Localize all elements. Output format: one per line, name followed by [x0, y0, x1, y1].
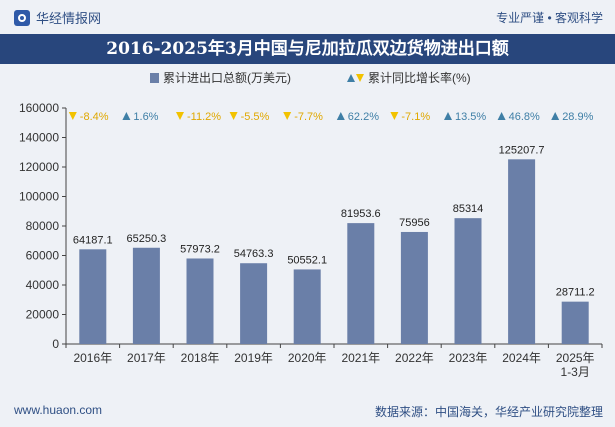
- legend-up-icon: [347, 74, 355, 82]
- y-tick-label: 140000: [19, 131, 59, 145]
- x-tick-label: 1-3月: [561, 365, 590, 379]
- bar-value-label: 85314: [453, 203, 484, 215]
- chart-title: 2016-2025年3月中国与尼加拉瓜双边货物进出口额: [0, 34, 615, 64]
- bar: [186, 258, 214, 344]
- y-tick-label: 120000: [19, 160, 59, 174]
- data-source: 数据来源：中国海关，华经产业研究院整理: [374, 405, 603, 419]
- bar: [347, 223, 375, 344]
- x-tick-label: 2018年: [181, 351, 220, 365]
- tagline: 专业严谨 • 客观科学: [496, 11, 603, 25]
- y-tick-label: 100000: [19, 190, 59, 204]
- growth-down-icon: [390, 112, 399, 120]
- bar: [508, 159, 536, 344]
- huajing-logo-icon: [14, 9, 30, 26]
- x-tick-label: 2022年: [395, 351, 434, 365]
- growth-up-icon: [497, 112, 506, 120]
- x-tick-label: 2021年: [341, 351, 380, 365]
- bar-value-label: 75956: [399, 217, 430, 229]
- header-bar: 华经情报网 专业严谨 • 客观科学: [0, 0, 615, 34]
- growth-down-icon: [283, 112, 292, 120]
- bar: [293, 269, 321, 344]
- growth-up-icon: [551, 112, 560, 120]
- bar-value-label: 50552.1: [287, 254, 327, 266]
- growth-down-icon: [176, 112, 184, 120]
- x-tick-label: 2017年: [127, 351, 166, 365]
- bar: [454, 218, 482, 344]
- bar: [132, 247, 160, 344]
- growth-up-icon: [444, 112, 452, 120]
- growth-value-label: 13.5%: [455, 111, 486, 123]
- bar-value-label: 81953.6: [341, 208, 381, 220]
- bar: [240, 263, 268, 344]
- axes: 0 20000 40000 60000 80000 100000 120000 140000 1…: [19, 101, 603, 351]
- x-tick-label: 2023年: [449, 351, 488, 365]
- legend-down-icon: [356, 74, 364, 82]
- x-tick-label: 2019年: [234, 351, 273, 365]
- growth-up-icon: [336, 112, 345, 120]
- legend-label-bar: 累计进出口总额(万美元): [163, 71, 291, 85]
- x-tick-label: 2016年: [73, 351, 112, 365]
- brand[interactable]: 华经情报网: [14, 8, 101, 27]
- legend: 累计进出口总额(万美元) 累计同比增长率(%): [150, 70, 471, 85]
- growth-value-label: -11.2%: [187, 111, 221, 123]
- bar-chart: 累计进出口总额(万美元) 累计同比增长率(%) 0 20000 40000 60000 8…: [19, 70, 603, 379]
- bar: [561, 301, 589, 344]
- bar: [400, 231, 428, 344]
- y-tick-label: 160000: [19, 101, 59, 115]
- x-tick-label: 2024年: [502, 351, 541, 365]
- bar: [79, 249, 107, 344]
- growth-value-label: 62.2%: [348, 111, 379, 123]
- growth-down-icon: [68, 112, 77, 120]
- growth-value-label: 1.6%: [133, 111, 158, 123]
- x-tick-label: 2025年: [556, 351, 595, 365]
- brand-name: 华经情报网: [36, 11, 102, 26]
- y-tick-label: 60000: [26, 249, 60, 263]
- growth-value-label: 28.9%: [562, 111, 593, 123]
- website-link[interactable]: www.huaon.com: [14, 403, 103, 417]
- x-tick-label: 2020年: [288, 351, 327, 365]
- growth-value-label: -8.4%: [80, 111, 109, 123]
- growth-row: -8.4% 1.6% -11.2% -5.5% -7.7% 62.2% -7.1% 13.5%…: [68, 111, 594, 123]
- y-tick-label: 0: [52, 337, 59, 351]
- y-tick-label: 80000: [26, 219, 60, 233]
- bars: 64187.1 2016年 65250.3 2017年 57973.2 2018年 5476…: [73, 144, 595, 379]
- bar-value-label: 28711.2: [556, 287, 595, 299]
- bar-value-label: 64187.1: [73, 234, 113, 246]
- growth-value-label: -5.5%: [241, 111, 270, 123]
- growth-value-label: -7.1%: [401, 111, 430, 123]
- growth-value-label: 46.8%: [509, 111, 540, 123]
- growth-down-icon: [229, 112, 238, 120]
- y-tick-label: 20000: [26, 308, 60, 322]
- legend-swatch-bar: [150, 73, 159, 83]
- footer-bar: www.huaon.com 数据来源：中国海关，华经产业研究院整理: [0, 396, 615, 427]
- growth-value-label: -7.7%: [294, 111, 323, 123]
- legend-label-growth: 累计同比增长率(%): [368, 70, 471, 85]
- bar-value-label: 57973.2: [180, 243, 220, 255]
- bar-value-label: 125207.7: [499, 144, 545, 156]
- y-tick-label: 40000: [26, 278, 60, 292]
- bar-value-label: 54763.3: [234, 248, 274, 260]
- bar-value-label: 65250.3: [127, 233, 167, 245]
- growth-up-icon: [122, 112, 131, 120]
